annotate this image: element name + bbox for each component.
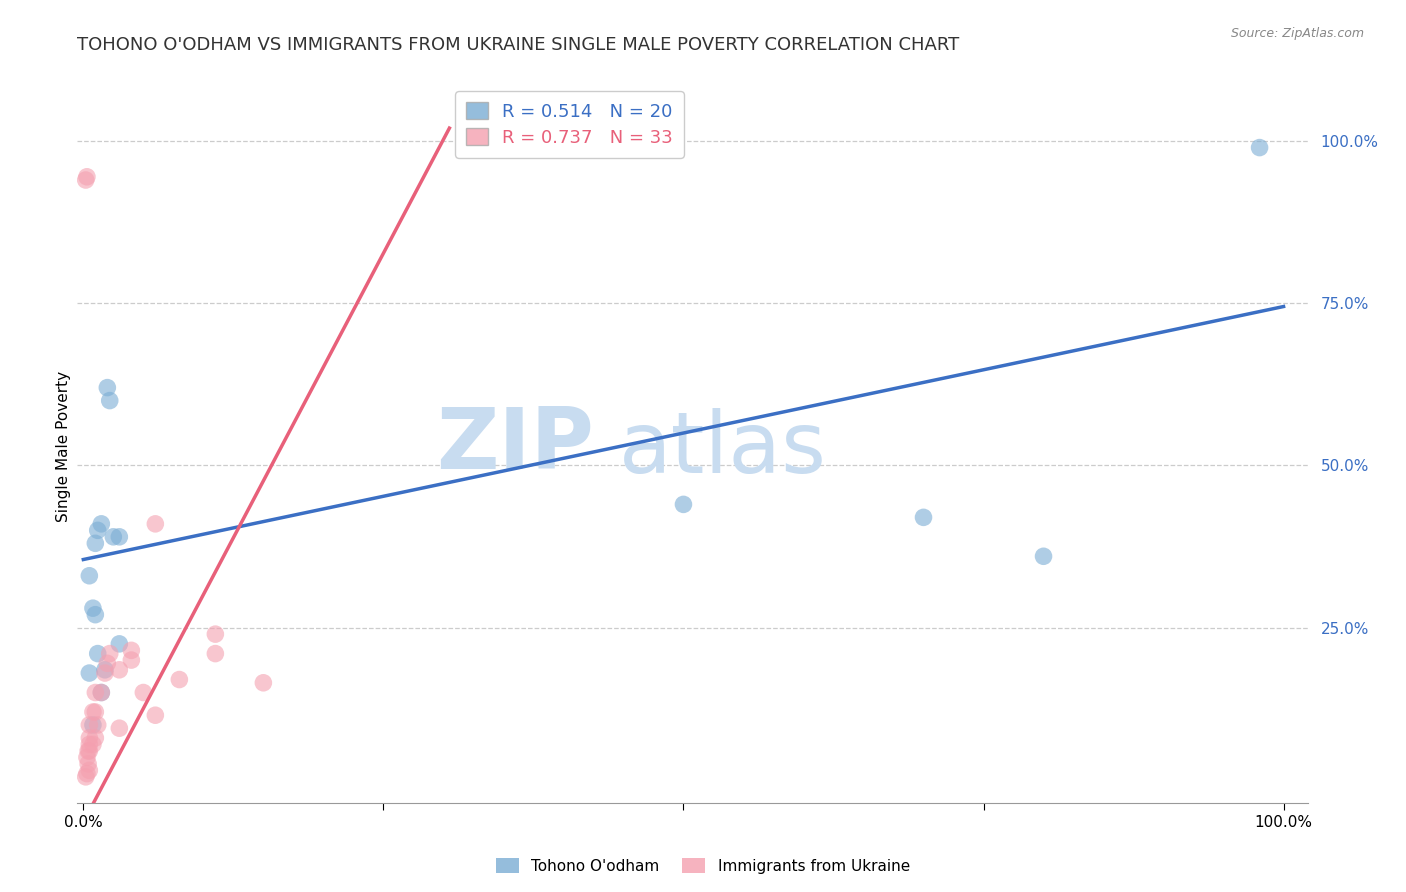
Point [108, 721, 131, 735]
Point [84, 731, 107, 745]
Point [75, 173, 97, 187]
Point [90, 516, 112, 531]
Point [87, 647, 110, 661]
Point [132, 685, 155, 699]
Point [90, 685, 112, 699]
Point [108, 530, 131, 544]
Point [84, 685, 107, 699]
Point [79, 718, 101, 732]
Point [82, 601, 104, 615]
Legend: R = 0.514   N = 20, R = 0.737   N = 33: R = 0.514 N = 20, R = 0.737 N = 33 [456, 91, 683, 158]
Point [98, 393, 121, 408]
Point [82, 738, 104, 752]
Text: ZIP: ZIP [436, 404, 595, 488]
Point [79, 764, 101, 778]
Point [204, 627, 226, 641]
Y-axis label: Single Male Poverty: Single Male Poverty [56, 370, 70, 522]
Point [120, 653, 142, 667]
Point [143, 708, 166, 723]
Point [82, 705, 104, 719]
Point [672, 497, 695, 511]
Point [75, 770, 97, 784]
Point [87, 718, 110, 732]
Point [79, 568, 101, 582]
Point [1249, 140, 1271, 154]
Point [76, 750, 98, 764]
Point [77, 756, 100, 771]
Point [90, 685, 112, 699]
Point [84, 536, 107, 550]
Text: Source: ZipAtlas.com: Source: ZipAtlas.com [1230, 27, 1364, 40]
Point [108, 637, 131, 651]
Point [76, 169, 98, 184]
Point [79, 666, 101, 681]
Point [94, 663, 117, 677]
Point [204, 647, 226, 661]
Point [252, 675, 274, 690]
Point [143, 516, 166, 531]
Point [79, 738, 101, 752]
Point [98, 647, 121, 661]
Point [912, 510, 935, 524]
Point [77, 744, 100, 758]
Point [84, 607, 107, 622]
Point [94, 666, 117, 681]
Point [96, 381, 118, 395]
Point [1032, 549, 1054, 564]
Point [169, 673, 191, 687]
Text: TOHONO O'ODHAM VS IMMIGRANTS FROM UKRAINE SINGLE MALE POVERTY CORRELATION CHART: TOHONO O'ODHAM VS IMMIGRANTS FROM UKRAIN… [77, 36, 959, 54]
Point [84, 705, 107, 719]
Point [96, 657, 118, 671]
Point [76, 766, 98, 780]
Legend: Tohono O'odham, Immigrants from Ukraine: Tohono O'odham, Immigrants from Ukraine [491, 852, 915, 880]
Text: atlas: atlas [619, 408, 827, 491]
Point [108, 663, 131, 677]
Point [79, 731, 101, 745]
Point [82, 718, 104, 732]
Point [120, 643, 142, 657]
Point [79, 744, 101, 758]
Point [87, 524, 110, 538]
Point [103, 530, 125, 544]
